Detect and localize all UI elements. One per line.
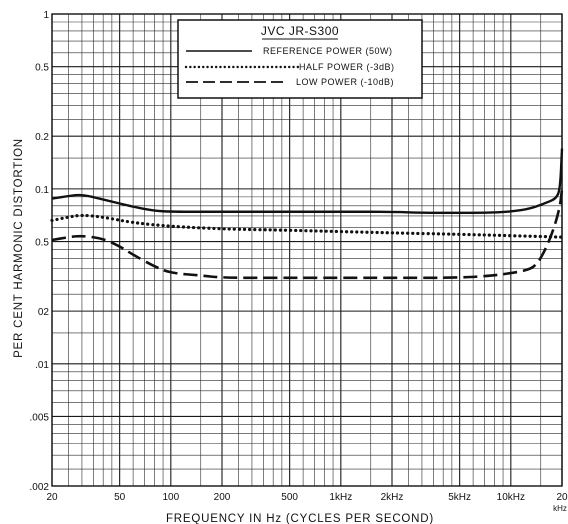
series-line-half bbox=[50, 213, 564, 239]
y-tick-label: 1 bbox=[43, 10, 49, 21]
y-tick-label: 0.1 bbox=[35, 185, 49, 196]
x-unit-note: kHz bbox=[553, 504, 567, 513]
x-axis-label: FREQUENCY IN Hz (CYCLES PER SECOND) bbox=[166, 513, 434, 524]
x-tick-label: 10kHz bbox=[497, 492, 525, 503]
legend-label-low: LOW POWER (-10dB) bbox=[296, 77, 394, 87]
x-tick-label: 1kHz bbox=[329, 492, 352, 503]
x-tick-label: 500 bbox=[281, 492, 298, 503]
x-tick-label: 200 bbox=[214, 492, 231, 503]
x-tick-label: 20 bbox=[46, 492, 58, 503]
plot-frame bbox=[51, 13, 563, 487]
y-tick-label: .005 bbox=[30, 412, 50, 423]
y-tick-label: 02 bbox=[38, 307, 50, 318]
x-tick-label: 20 bbox=[556, 492, 568, 503]
legend-box bbox=[177, 19, 423, 99]
x-tick-label: 50 bbox=[114, 492, 126, 503]
x-tick-label: 2kHz bbox=[381, 492, 404, 503]
series-line-reference bbox=[51, 148, 564, 214]
y-tick-label: .01 bbox=[35, 360, 49, 371]
y-tick-label: 0.5 bbox=[35, 238, 49, 249]
chart-title: JVC JR-S300 bbox=[261, 24, 339, 38]
y-tick-label: 0.2 bbox=[35, 132, 49, 143]
legend-label-half: HALF POWER (-3dB) bbox=[299, 62, 395, 72]
tick-labels: 20 50 100 200 500 1kHz 2kHz 5kHz 10kHz 20kHz10.50… bbox=[30, 10, 568, 513]
legend-label-reference: REFERENCE POWER (50W) bbox=[263, 46, 393, 56]
legend: JVC JR-S300 REFERENCE POWER (50W) HALF P… bbox=[177, 19, 423, 99]
y-axis-label: PER CENT HARMONIC DISTORTION bbox=[13, 138, 25, 358]
series-layer bbox=[50, 148, 564, 280]
series-line-low bbox=[51, 188, 564, 280]
y-tick-label: 0.5 bbox=[35, 63, 49, 74]
y-tick-label: .002 bbox=[30, 482, 50, 493]
x-tick-label: 5kHz bbox=[448, 492, 471, 503]
x-tick-label: 100 bbox=[162, 492, 179, 503]
